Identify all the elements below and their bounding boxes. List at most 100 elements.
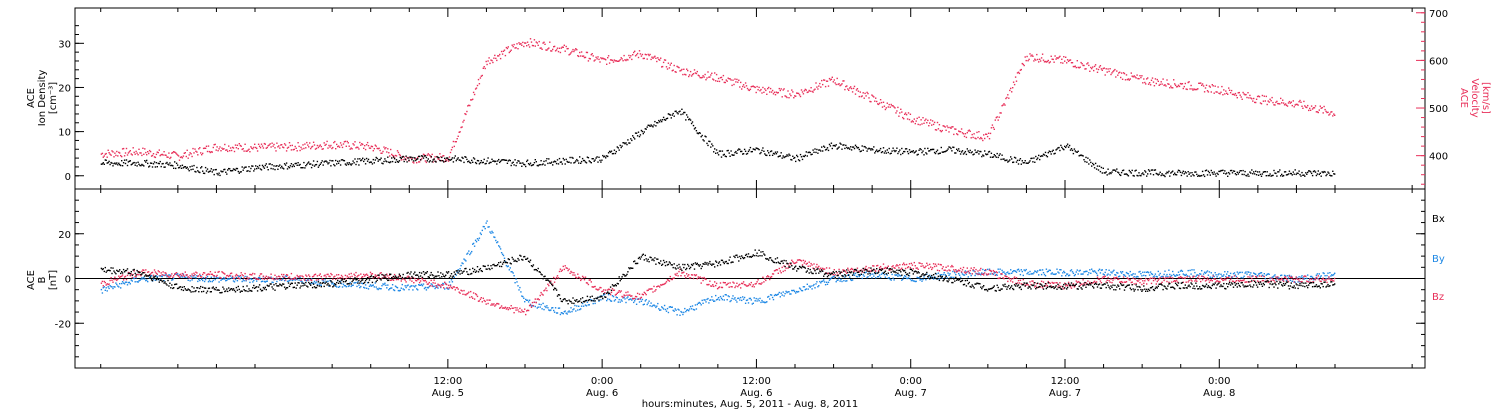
data-point (240, 171, 242, 173)
data-point (129, 160, 131, 162)
data-point (819, 82, 821, 85)
data-point (1016, 269, 1019, 271)
data-point (1331, 274, 1333, 276)
data-point (1091, 268, 1093, 270)
data-point (433, 285, 435, 287)
data-point (310, 279, 313, 281)
data-point (171, 152, 173, 154)
data-point (346, 140, 348, 143)
data-point (1039, 269, 1041, 271)
data-point (362, 276, 364, 278)
data-point (1197, 274, 1199, 276)
data-point (1012, 81, 1015, 83)
data-point (1273, 275, 1275, 277)
data-point (155, 162, 158, 164)
data-point (940, 146, 942, 149)
data-point (446, 287, 449, 289)
data-point (955, 273, 957, 276)
data-point (900, 268, 902, 271)
data-point (192, 275, 194, 277)
data-point (977, 136, 979, 139)
data-point (1293, 173, 1295, 175)
data-point (585, 305, 588, 307)
data-point (242, 279, 244, 281)
data-point (125, 147, 128, 150)
data-point (690, 75, 693, 77)
data-point (800, 89, 803, 91)
data-point (258, 277, 261, 279)
data-point (424, 155, 427, 157)
data-point (1249, 94, 1251, 97)
data-point (693, 69, 696, 71)
data-point (1206, 174, 1209, 176)
data-point (355, 271, 357, 274)
data-point (332, 160, 334, 162)
data-point (796, 92, 798, 94)
data-point (1099, 65, 1102, 67)
data-point (309, 142, 311, 144)
data-point (520, 42, 522, 45)
data-point (553, 45, 556, 48)
data-point (1068, 274, 1071, 276)
data-point (608, 298, 611, 301)
data-point (1277, 171, 1279, 173)
data-point (736, 78, 738, 81)
data-point (590, 162, 592, 164)
data-point (400, 280, 402, 282)
data-point (996, 274, 998, 276)
data-point (1163, 273, 1165, 276)
data-point (533, 39, 536, 41)
data-point (1309, 170, 1311, 172)
data-point (193, 272, 195, 274)
data-point (222, 278, 224, 280)
data-point (942, 273, 944, 276)
data-point (130, 279, 132, 281)
data-point (752, 302, 754, 304)
data-point (626, 58, 628, 61)
data-point (1128, 275, 1130, 277)
data-point (877, 103, 880, 106)
data-point (613, 59, 616, 61)
data-point (192, 276, 194, 278)
data-point (648, 54, 650, 57)
data-point (157, 270, 159, 272)
data-point (136, 152, 138, 154)
data-point (231, 169, 234, 172)
data-point (793, 157, 795, 159)
data-point (1228, 173, 1231, 175)
data-point (833, 144, 835, 147)
data-point (607, 288, 610, 290)
data-point (431, 153, 433, 156)
data-point (925, 118, 927, 120)
data-point (478, 300, 481, 302)
data-point (256, 278, 258, 280)
data-point (331, 147, 333, 150)
data-point (639, 298, 642, 300)
data-point (120, 287, 122, 289)
data-point (573, 50, 575, 53)
data-point (874, 152, 876, 154)
data-point (1023, 162, 1025, 164)
data-point (560, 270, 563, 272)
data-point (1260, 272, 1263, 274)
data-point (1135, 276, 1137, 278)
data-point (102, 285, 104, 287)
data-point (1287, 277, 1290, 279)
data-point (472, 161, 474, 163)
data-point (615, 60, 617, 62)
data-point (1255, 170, 1257, 172)
data-point (626, 143, 628, 146)
data-point (1203, 271, 1206, 273)
data-point (443, 287, 445, 289)
data-point (1284, 103, 1287, 105)
data-point (512, 161, 514, 163)
data-point (313, 165, 316, 167)
data-point (213, 276, 215, 278)
data-point (896, 274, 898, 276)
data-point (903, 118, 905, 120)
data-point (1183, 274, 1185, 276)
data-point (929, 122, 931, 124)
data-point (798, 94, 801, 96)
data-point (392, 279, 395, 281)
data-point (596, 156, 598, 158)
